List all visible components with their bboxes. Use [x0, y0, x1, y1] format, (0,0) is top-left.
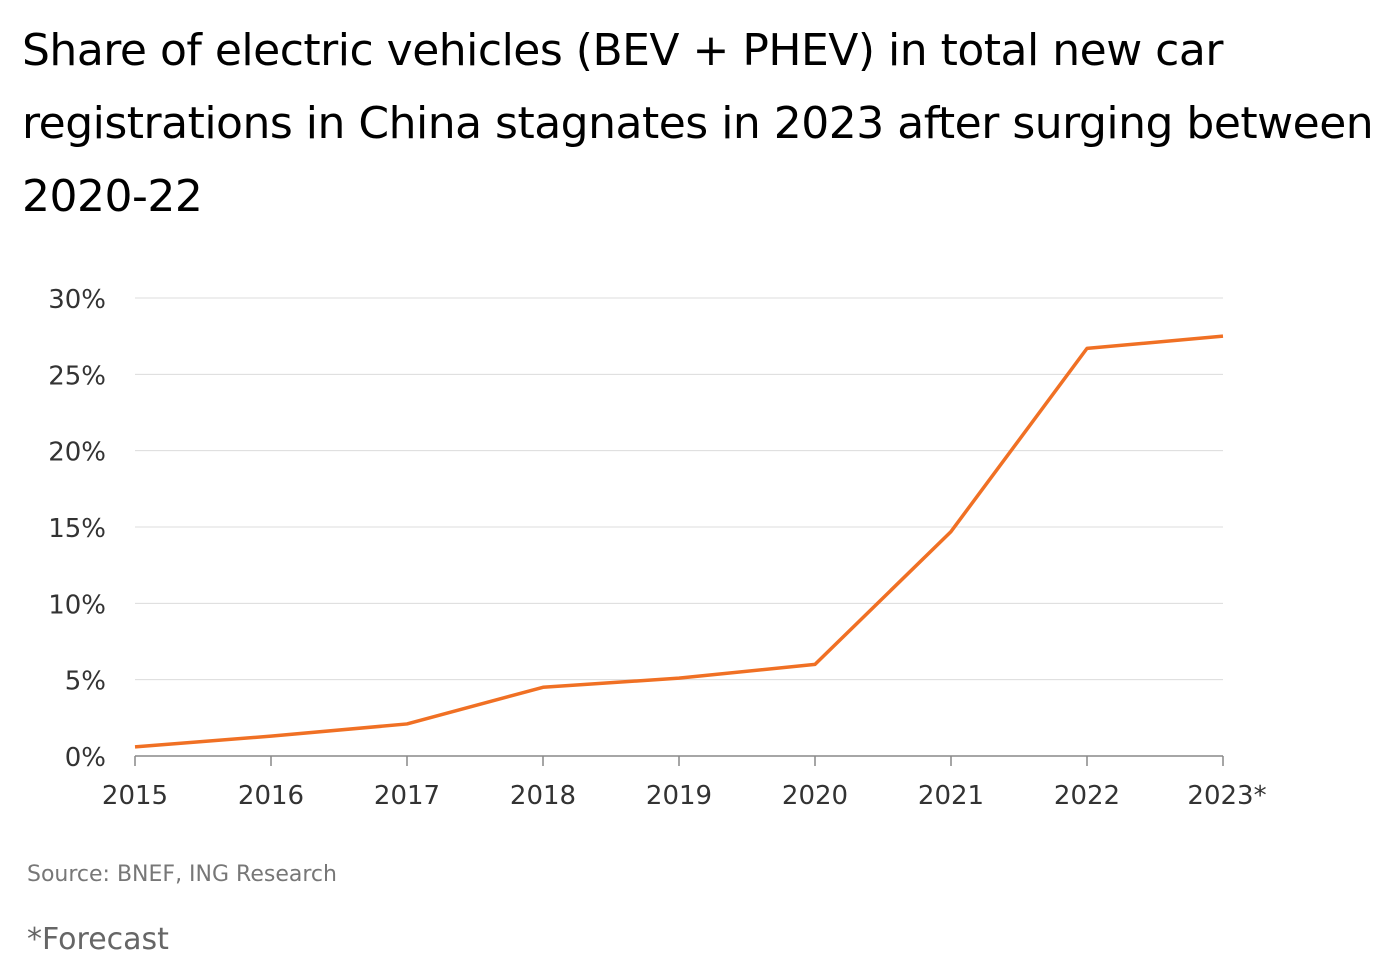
x-tick-label: 2020	[782, 781, 848, 811]
y-tick-label: 25%	[48, 361, 106, 391]
y-tick-label: 30%	[48, 285, 106, 315]
x-tick-label: 2018	[510, 781, 576, 811]
x-tick-label: 2015	[102, 781, 168, 811]
series-line	[134, 334, 1224, 749]
x-tick-label: 2019	[646, 781, 712, 811]
y-tick-label: 15%	[48, 514, 106, 544]
y-tick-label: 5%	[65, 667, 106, 697]
x-tick-label: 2022	[1054, 781, 1120, 811]
x-tick-label: 2016	[238, 781, 304, 811]
forecast-note: *Forecast	[27, 922, 169, 957]
source-note: Source: BNEF, ING Research	[27, 862, 337, 887]
y-tick-label: 10%	[48, 590, 106, 620]
x-tick-label: 2017	[374, 781, 440, 811]
y-tick-label: 0%	[65, 743, 106, 773]
x-tick-label: 2021	[918, 781, 984, 811]
y-tick-label: 20%	[48, 438, 106, 468]
chart-title: Share of electric vehicles (BEV + PHEV) …	[22, 25, 1374, 222]
x-tick-label: 2023*	[1187, 781, 1266, 811]
